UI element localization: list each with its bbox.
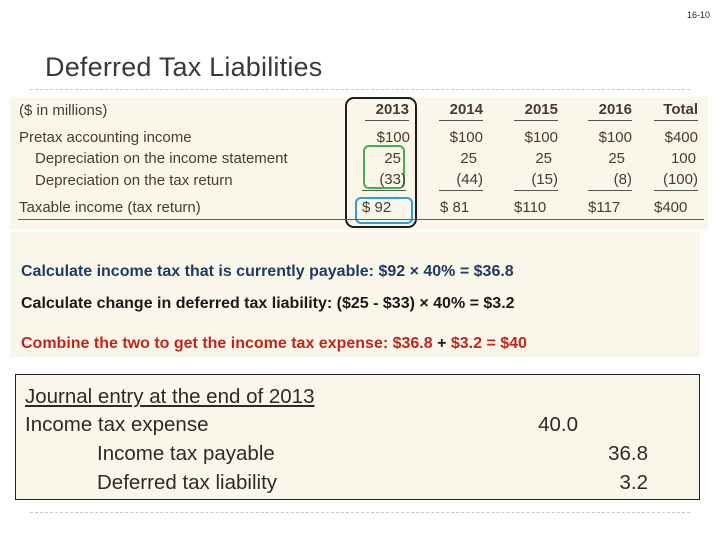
tax-expense-text: Combine the two to get the income tax ex… xyxy=(21,335,438,352)
tax-expense-calculation: Combine the two to get the income tax ex… xyxy=(21,335,527,353)
table-row: Pretax accounting income $100 $100 $100 … xyxy=(10,127,708,149)
current-tax-calculation: Calculate income tax that is currently p… xyxy=(21,263,514,280)
cell-2014: $100 xyxy=(449,129,483,146)
cell-2015: $100 xyxy=(524,129,558,146)
table-row: Taxable income (tax return) $ 92 $ 81 $1… xyxy=(10,197,708,219)
cell-2013: (33) xyxy=(362,170,406,191)
journal-entry-title: Journal entry at the end of 2013 xyxy=(25,385,315,408)
credit-deferred-tax-liability: 3.2 xyxy=(619,471,649,494)
cell-2015: (15) xyxy=(514,170,558,191)
cell-2013: 25 xyxy=(384,150,401,167)
top-divider xyxy=(30,89,690,90)
calculation-box: Calculate income tax that is currently p… xyxy=(10,232,700,358)
cell-2016: $117 xyxy=(588,199,621,216)
units-label: ($ in millions) xyxy=(19,102,108,119)
row-label: Depreciation on the tax return xyxy=(35,172,233,189)
cell-2014: 25 xyxy=(460,150,477,167)
cell-2014: (44) xyxy=(439,170,483,191)
col-header-2013: 2013 xyxy=(365,100,409,121)
cell-total: 100 xyxy=(670,150,696,167)
taxable-income-table: ($ in millions) 2013 2014 2015 2016 Tota… xyxy=(10,97,708,230)
page-number: 16-10 xyxy=(686,10,710,20)
cell-total: (100) xyxy=(654,170,698,191)
col-header-total: Total xyxy=(654,100,698,121)
cell-total: $400 xyxy=(654,199,688,216)
row-label: Pretax accounting income xyxy=(19,129,192,146)
cell-2015: 25 xyxy=(535,150,552,167)
depreciation-2013-highlight xyxy=(363,145,405,189)
cell-total: $400 xyxy=(664,129,698,146)
account-income-tax-payable: Income tax payable xyxy=(97,442,275,465)
account-income-tax-expense: Income tax expense xyxy=(25,413,209,436)
row-label: Depreciation on the income statement xyxy=(35,150,288,167)
cell-2013: $ 92 xyxy=(362,199,392,216)
col-header-2014: 2014 xyxy=(439,100,483,121)
bottom-divider xyxy=(30,512,690,513)
cell-2016: (8) xyxy=(588,170,632,191)
slide-title: Deferred Tax Liabilities xyxy=(45,52,323,82)
taxable-income-2013-highlight xyxy=(355,197,413,224)
cell-2015: $110 xyxy=(514,199,547,216)
tax-expense-result: $3.2 = $40 xyxy=(446,335,527,352)
table-row: Depreciation on the tax return (33) (44)… xyxy=(10,170,708,192)
cell-2014: $ 81 xyxy=(440,199,470,216)
table-total-rule xyxy=(18,219,704,220)
table-row: Depreciation on the income statement 25 … xyxy=(10,148,708,170)
cell-2016: 25 xyxy=(608,150,625,167)
account-deferred-tax-liability: Deferred tax liability xyxy=(97,471,278,494)
plus-sign: + xyxy=(437,335,447,352)
debit-income-tax-expense: 40.0 xyxy=(538,413,578,436)
journal-entry-box: Journal entry at the end of 2013 Income … xyxy=(15,374,700,500)
cell-2013: $100 xyxy=(376,129,410,146)
deferred-tax-calculation: Calculate change in deferred tax liabili… xyxy=(21,295,515,312)
column-2013-highlight xyxy=(345,97,417,228)
credit-income-tax-payable: 36.8 xyxy=(608,442,648,465)
cell-2016: $100 xyxy=(598,129,632,146)
row-label: Taxable income (tax return) xyxy=(19,199,201,216)
table-header-row: ($ in millions) 2013 2014 2015 2016 Tota… xyxy=(10,100,708,122)
col-header-2015: 2015 xyxy=(514,100,558,121)
col-header-2016: 2016 xyxy=(588,100,632,121)
